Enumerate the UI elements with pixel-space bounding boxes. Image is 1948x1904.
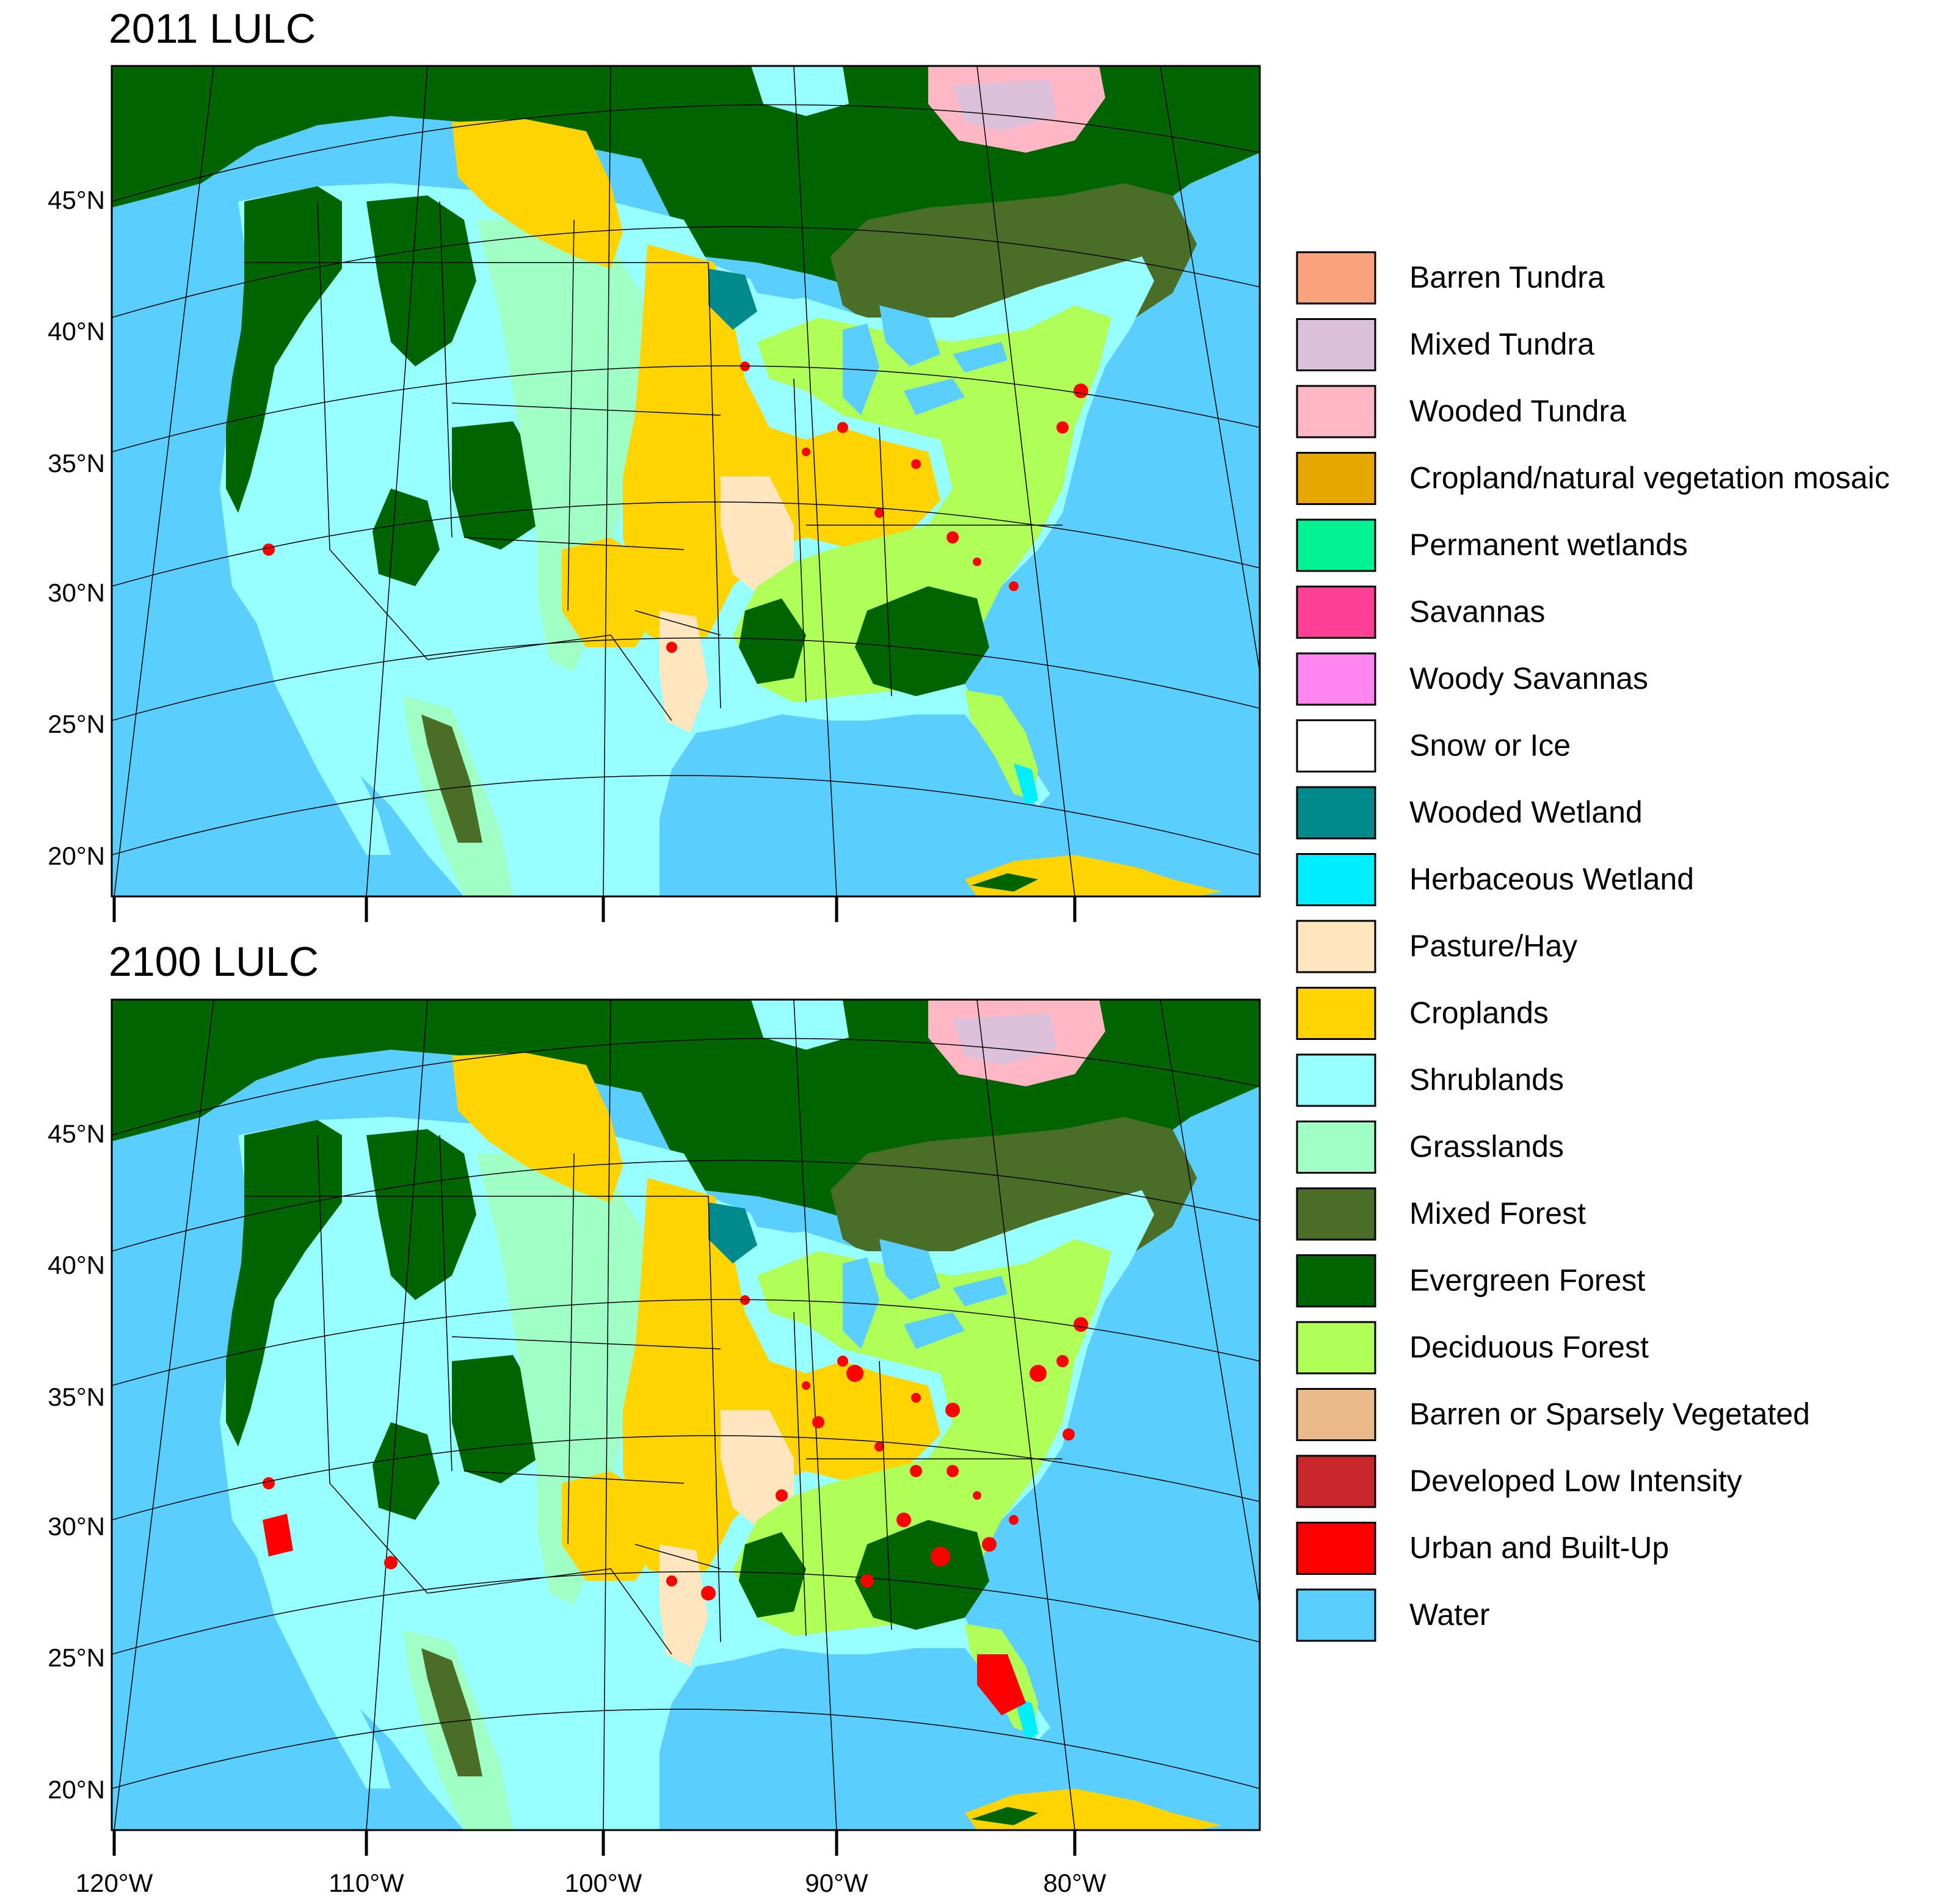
lat-label: 45°N	[48, 186, 105, 214]
legend-label: Mixed Tundra	[1409, 327, 1594, 362]
legend-label: Cropland/natural vegetation mosaic	[1409, 461, 1890, 495]
lat-label: 35°N	[48, 1383, 105, 1411]
lon-label: 100°W	[565, 1869, 642, 1897]
legend-label: Herbaceous Wetland	[1409, 862, 1694, 896]
lat-label: 40°N	[48, 317, 105, 346]
lon-label: 110°W	[329, 1869, 404, 1897]
legend-swatch	[1296, 385, 1376, 438]
legend-label: Developed Low Intensity	[1409, 1464, 1742, 1498]
lat-labels-2100: 45°N 40°N 35°N 30°N 25°N 20°N	[48, 1119, 105, 1804]
legend: Barren Tundra Mixed Tundra Wooded Tundra Cr…	[1296, 251, 1890, 1642]
legend-swatch	[1296, 318, 1376, 371]
lon-label: 80°W	[1043, 1869, 1107, 1897]
map-panel-2011: 2011 LULC 45°N 40°N 35°N 30°N 25°N 20°N	[48, 5, 1261, 922]
lat-label: 25°N	[48, 710, 105, 738]
map-frame-2100	[111, 998, 1261, 1831]
legend-swatch	[1296, 987, 1376, 1040]
legend-label: Barren or Sparsely Vegetated	[1409, 1397, 1810, 1431]
legend-swatch	[1296, 1455, 1376, 1508]
lat-label: 30°N	[48, 578, 105, 607]
legend-swatch	[1296, 1254, 1376, 1307]
legend-swatch	[1296, 1522, 1376, 1575]
legend-swatch	[1296, 1187, 1376, 1241]
map-panel-2100: 2100 LULC 45°N 40°N 35°N 30°N 25°N 20°N 120°W…	[48, 939, 1261, 1897]
lon-label: 120°W	[76, 1869, 153, 1897]
panel-title-2011: 2011 LULC	[109, 5, 316, 52]
legend-label: Permanent wetlands	[1409, 528, 1688, 562]
legend-swatch	[1296, 719, 1376, 772]
lat-label: 40°N	[48, 1251, 105, 1279]
legend-label: Barren Tundra	[1409, 260, 1605, 294]
legend-label: Mixed Forest	[1409, 1196, 1586, 1230]
legend-label: Pasture/Hay	[1409, 929, 1577, 963]
legend-label: Water	[1409, 1597, 1490, 1632]
legend-label: Savannas	[1409, 595, 1545, 629]
legend-swatch	[1296, 1121, 1376, 1174]
legend-swatch	[1296, 786, 1376, 840]
lat-label: 20°N	[48, 841, 105, 870]
legend-swatch	[1296, 920, 1376, 973]
legend-label: Evergreen Forest	[1409, 1263, 1645, 1298]
lat-label: 35°N	[48, 449, 105, 478]
lon-label: 90°W	[805, 1869, 868, 1897]
legend-label: Snow or Ice	[1409, 729, 1571, 763]
legend-swatch	[1296, 586, 1376, 639]
legend-swatch	[1296, 251, 1376, 305]
legend-swatch	[1296, 853, 1376, 906]
legend-label: Wooded Wetland	[1409, 795, 1643, 829]
legend-swatch	[1296, 518, 1376, 572]
legend-swatch	[1296, 652, 1376, 706]
lat-label: 45°N	[48, 1119, 105, 1148]
legend-swatch	[1296, 1321, 1376, 1375]
lat-label: 30°N	[48, 1512, 105, 1541]
legend-label: Croplands	[1409, 996, 1549, 1030]
legend-swatch	[1296, 1053, 1376, 1107]
legend-label: Wooded Tundra	[1409, 394, 1626, 428]
legend-label: Shrublands	[1409, 1063, 1564, 1097]
lon-labels: 120°W 110°W 100°W 90°W 80°W	[76, 1869, 1107, 1897]
lon-ticks-2011	[112, 896, 1077, 922]
legend-swatch	[1296, 1588, 1376, 1642]
panel-title-2100: 2100 LULC	[109, 939, 319, 985]
legend-swatch	[1296, 1388, 1376, 1441]
lat-label: 20°N	[48, 1775, 105, 1804]
legend-label: Woody Savannas	[1409, 661, 1648, 696]
map-frame-2011	[111, 65, 1261, 898]
lon-ticks-2100	[112, 1830, 1077, 1856]
legend-label: Grasslands	[1409, 1130, 1564, 1164]
legend-label: Urban and Built-Up	[1409, 1531, 1669, 1565]
legend-swatch	[1296, 452, 1376, 505]
legend-label: Deciduous Forest	[1409, 1330, 1649, 1364]
lat-label: 25°N	[48, 1643, 105, 1672]
lat-labels-2011: 45°N 40°N 35°N 30°N 25°N 20°N	[48, 186, 105, 870]
